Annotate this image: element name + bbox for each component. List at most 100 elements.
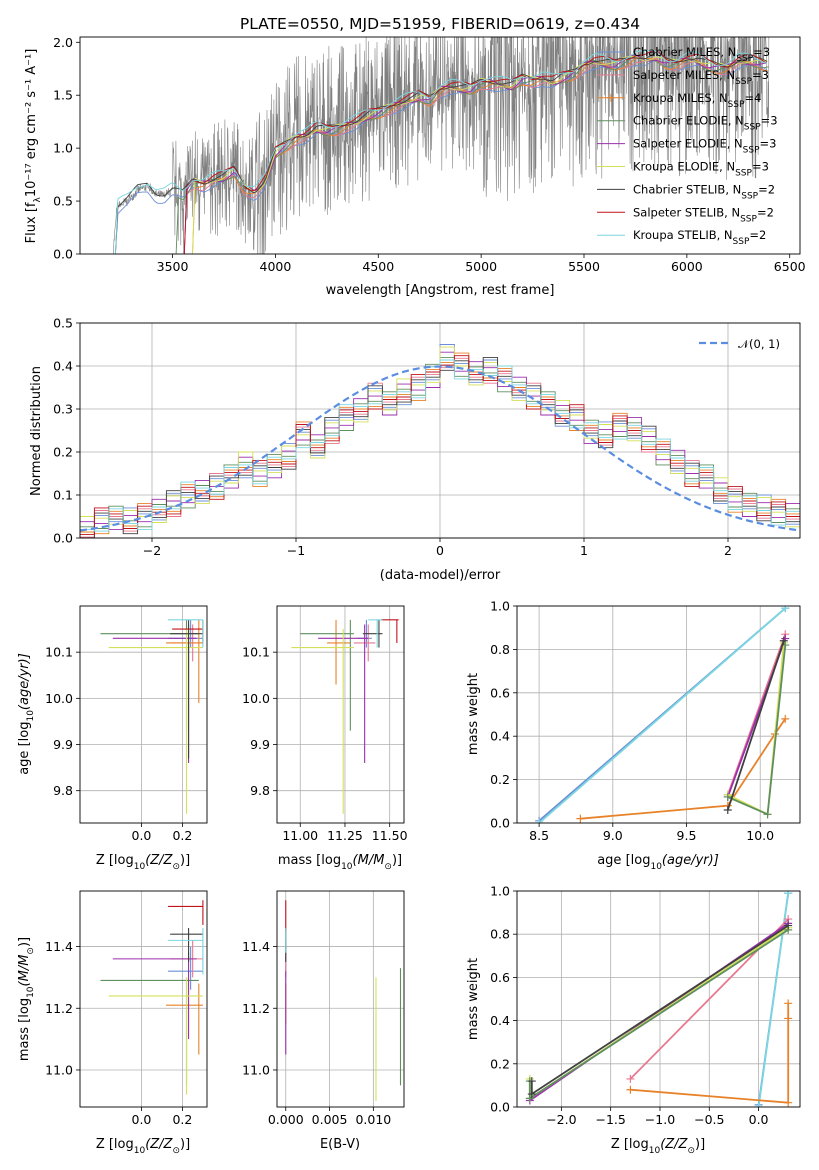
x-axis-label: (data-model)/error: [380, 568, 501, 583]
y-tick-label: 1.5: [53, 88, 73, 103]
panel-weight-vs-Z: −2.0 −1.5 −1.0 −0.5 0.0 0.0 0.2 0.4 0.6 0.8 1.0 Z […: [466, 884, 801, 1156]
model-spectrum-line: [112, 49, 768, 254]
label-part: ⊙: [172, 862, 180, 872]
y-tick-label: 9.8: [53, 783, 73, 798]
y-axis-label: mass weight: [466, 673, 481, 755]
y-tick-label: 0.2: [53, 445, 73, 460]
weight-series-line: [757, 893, 790, 1107]
x-tick-label: 5000: [465, 259, 497, 274]
label-part: Chabrier MILES, N: [633, 45, 736, 59]
label-part: Salpeter ELODIE, N: [633, 137, 743, 151]
x-tick-label: 0.000: [268, 1112, 304, 1127]
normal-curve: [80, 365, 800, 532]
plot-area: [112, 37, 770, 254]
x-axis-label: Z [log10(Z/Z⊙)]: [96, 853, 190, 872]
x-tick-label: 0.2: [172, 828, 192, 843]
legend-label: Kroupa MILES, NSSP=4: [633, 91, 761, 110]
x-tick-label: 3500: [157, 259, 189, 274]
x-tick-label: 6000: [671, 259, 703, 274]
y-tick-label: 11.0: [45, 1062, 73, 1077]
legend-marker: [607, 93, 615, 102]
weight-series-line: [538, 607, 786, 823]
x-tick-label: 4500: [362, 259, 394, 274]
y-tick-label: 0.2: [490, 772, 510, 787]
label-part: (M/M: [17, 955, 32, 987]
label-part: Z [log: [96, 1137, 134, 1152]
weight-point-marker: [626, 1074, 635, 1083]
y-tick-label: 10.0: [242, 691, 270, 706]
x-tick-label: −1.5: [595, 1112, 625, 1127]
x-tick-label: 0.0: [132, 1112, 152, 1127]
axes-frame: [516, 605, 801, 824]
y-tick-label: 0.8: [490, 642, 510, 657]
weight-point-marker: [723, 805, 732, 814]
y-tick-label: 0.8: [490, 927, 510, 942]
legend-label: Chabrier MILES, NSSP=3: [633, 45, 770, 64]
label-part: SSP: [735, 77, 752, 87]
weight-series-line: [727, 645, 787, 816]
label-part: )]: [392, 853, 402, 868]
label-part: SSP: [740, 214, 757, 224]
axes-frame: [276, 605, 405, 824]
x-tick-label: 10.0: [746, 828, 774, 843]
x-axis-label: E(B-V): [320, 1137, 360, 1152]
x-tick-label: 6500: [774, 259, 806, 274]
label-part: Z [log: [96, 853, 134, 868]
weight-series-line: [580, 718, 787, 820]
plot-area: [285, 900, 402, 1101]
residual-histogram: [80, 355, 800, 538]
label-part: SSP: [728, 100, 745, 110]
axes-frame: [79, 36, 801, 255]
x-axis-label: mass [log10(M/M⊙)]: [278, 853, 402, 872]
model-spectrum-line: [181, 54, 767, 254]
x-axis-label: age [log10(age/yr)]: [597, 853, 719, 872]
weight-point-marker: [626, 1085, 635, 1094]
ticks: −2 −1 0 1 2 0.0 0.1 0.2 0.3 0.4 0.5: [53, 316, 732, 559]
label-part: ⊙: [26, 947, 36, 955]
y-tick-label: 0.2: [490, 1056, 510, 1071]
label-part: Salpeter STELIB, N: [633, 205, 740, 219]
legend-label: Kroupa ELODIE, NSSP=3: [633, 160, 769, 179]
label-part: Kroupa ELODIE, N: [633, 160, 735, 174]
plot-area: [525, 891, 793, 1107]
x-tick-label: −1: [287, 543, 305, 558]
axes-frame: [516, 890, 801, 1108]
label-part: ⊙: [384, 862, 392, 872]
y-tick-label: 0.3: [53, 402, 73, 417]
x-tick-label: 0.005: [312, 1112, 348, 1127]
x-tick-label: 11.50: [372, 828, 408, 843]
label-part: SSP: [733, 237, 750, 247]
y-tick-label: 9.8: [250, 783, 270, 798]
legend-label: Salpeter ELODIE, NSSP=3: [633, 137, 776, 156]
label-part: (age/yr)]: [17, 653, 32, 710]
weight-point-marker: [754, 1103, 763, 1107]
y-axis-label: age [log10(age/yr)]: [17, 653, 36, 775]
label-part: =2: [749, 228, 766, 242]
x-tick-label: 0.0: [749, 1112, 769, 1127]
panel-mass-vs-Z: 0.0 0.211.011.211.4Z [log10(Z/Z⊙)]mass [l…: [17, 890, 208, 1156]
label-part: =3: [752, 160, 769, 174]
label-part: SSP: [735, 169, 752, 179]
weight-point-marker: [784, 891, 793, 898]
legend-label: Chabrier STELIB, NSSP=2: [633, 182, 775, 201]
y-tick-label: 0.1: [53, 488, 73, 503]
y-tick-label: 11.2: [242, 1001, 270, 1016]
weight-point-marker: [784, 1098, 793, 1107]
y-tick-label: 0.0: [490, 1100, 510, 1115]
y-tick-label: 0.5: [53, 194, 73, 209]
x-axis-label: Z [log10(Z/Z⊙)]: [96, 1137, 190, 1156]
y-axis-label: mass [log10(M/M⊙)]: [17, 937, 36, 1061]
y-axis-label: mass weight: [466, 958, 481, 1040]
y-tick-label: 11.4: [242, 939, 270, 954]
y-tick-label: 11.0: [242, 1062, 270, 1077]
panel-weight-vs-age: 8.5 9.0 9.5 10.0 0.0 0.2 0.4 0.6 0.8 1.0 age [log1…: [466, 599, 801, 872]
x-tick-label: 0.2: [172, 1112, 192, 1127]
label-part: ⊙: [687, 1146, 695, 1156]
plot-area: [80, 344, 800, 538]
axes-frame: [79, 322, 801, 539]
y-tick-label: 10.0: [45, 691, 73, 706]
label-part: age [log: [597, 853, 650, 868]
panel-spectrum: 3500 4000 4500 5000 5500 6000 6500 0.0 0.5 1.0 1.5…: [24, 35, 806, 298]
x-tick-label: 2: [724, 543, 732, 558]
axes-frame: [79, 890, 208, 1108]
